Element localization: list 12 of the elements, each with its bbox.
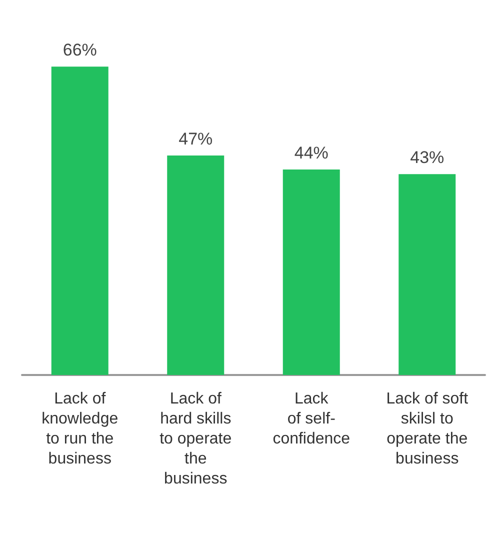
data-label: 47% <box>178 129 213 148</box>
data-label: 44% <box>294 143 328 162</box>
bar <box>51 66 108 375</box>
x-tick-label: Lack of knowledge to run the business <box>42 390 118 468</box>
x-tick-label: Lack of soft skilsl to operate the business <box>386 390 469 468</box>
x-tick-label: Lack of self- confidence <box>272 390 350 448</box>
x-tick-label: Lack of hard skills to operate the business <box>160 390 232 488</box>
data-label: 66% <box>62 40 97 60</box>
bar <box>282 169 340 375</box>
bar <box>398 174 456 375</box>
bar <box>167 155 224 375</box>
data-label: 43% <box>410 148 444 168</box>
